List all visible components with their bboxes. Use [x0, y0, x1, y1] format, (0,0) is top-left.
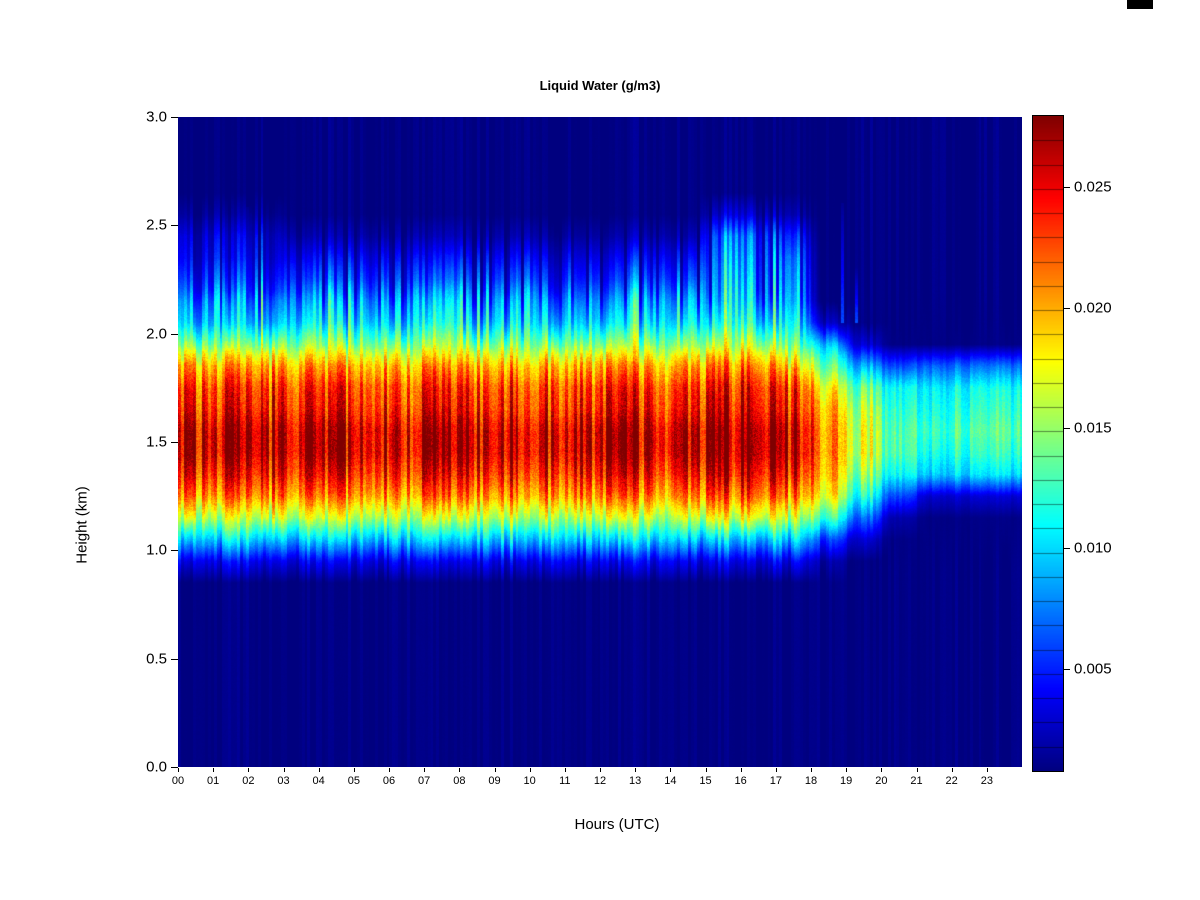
- x-tick-label: 04: [312, 775, 325, 787]
- x-axis-title: Hours (UTC): [574, 816, 660, 833]
- x-tick-label: 06: [382, 775, 396, 787]
- y-tick-mark: [171, 658, 178, 660]
- colorbar-tick-mark: [1064, 307, 1070, 309]
- x-tick-label: 16: [734, 775, 747, 787]
- corner-artifact: [1127, 0, 1153, 9]
- y-tick-label: 3.0: [146, 108, 167, 126]
- x-tick-mark: [459, 768, 461, 772]
- colorbar-tick-mark: [1064, 428, 1070, 430]
- x-tick-label: 18: [804, 775, 818, 787]
- colorbar-tick-label: 0.015: [1074, 419, 1112, 437]
- x-tick-mark: [705, 768, 707, 772]
- colorbar-tick-label: 0.010: [1074, 539, 1112, 557]
- x-tick-mark: [318, 768, 320, 772]
- x-tick-label: 22: [945, 775, 958, 787]
- colorbar-tick-label: 0.025: [1074, 178, 1112, 196]
- x-tick-label: 05: [347, 775, 360, 787]
- y-tick-label: 1.0: [146, 541, 167, 559]
- x-tick-label: 19: [840, 775, 853, 787]
- x-tick-label: 20: [875, 775, 888, 787]
- heatmap-canvas: [178, 117, 1022, 767]
- x-tick-label: 01: [207, 775, 220, 787]
- y-tick-label: 2.5: [146, 216, 167, 234]
- plot-title: Liquid Water (g/m3): [539, 78, 661, 93]
- x-tick-label: 10: [523, 775, 536, 787]
- x-tick-label: 17: [769, 775, 782, 787]
- colorbar-tick-mark: [1064, 187, 1070, 189]
- x-tick-mark: [916, 768, 918, 772]
- x-tick-mark: [353, 768, 355, 772]
- x-tick-mark: [951, 768, 953, 772]
- x-tick-mark: [178, 768, 179, 772]
- x-tick-label: 23: [980, 775, 993, 787]
- x-tick-label: 02: [242, 775, 255, 787]
- x-tick-mark: [424, 768, 426, 772]
- x-tick-label: 15: [699, 775, 712, 787]
- colorbar-tick-mark: [1064, 548, 1070, 550]
- y-tick-label: 1.5: [146, 433, 167, 451]
- x-tick-mark: [529, 768, 531, 772]
- x-tick-label: 21: [910, 775, 923, 787]
- y-tick-mark: [171, 117, 178, 118]
- y-tick-mark: [171, 442, 178, 443]
- x-tick-label: 08: [453, 775, 466, 787]
- x-tick-label: 14: [664, 775, 677, 787]
- colorbar: [1032, 115, 1064, 772]
- x-tick-label: 07: [418, 775, 431, 787]
- y-tick-mark: [171, 550, 178, 552]
- y-tick-mark: [171, 225, 178, 227]
- colorbar-tick-label: 0.005: [1074, 660, 1112, 678]
- x-tick-label: 12: [593, 775, 607, 787]
- x-tick-mark: [670, 768, 672, 772]
- colorbar-tick-mark: [1064, 668, 1070, 670]
- x-tick-mark: [740, 768, 742, 772]
- y-tick-label: 0.0: [146, 758, 167, 776]
- x-tick-mark: [986, 768, 988, 772]
- x-tick-mark: [494, 768, 496, 772]
- x-tick-label: 11: [559, 775, 571, 787]
- y-tick-label: 2.0: [146, 325, 167, 343]
- x-tick-mark: [213, 768, 215, 772]
- x-tick-mark: [846, 768, 848, 772]
- x-tick-mark: [881, 768, 883, 772]
- x-tick-mark: [811, 768, 812, 772]
- y-tick-mark: [171, 333, 178, 335]
- x-tick-label: 00: [171, 775, 185, 787]
- colorbar-tick-label: 0.020: [1074, 299, 1112, 317]
- x-tick-mark: [635, 768, 637, 772]
- x-tick-mark: [389, 768, 390, 772]
- y-tick-label: 0.5: [146, 650, 167, 668]
- x-tick-label: 13: [629, 775, 642, 787]
- x-tick-label: 09: [488, 775, 501, 787]
- x-tick-mark: [564, 768, 566, 772]
- y-tick-mark: [171, 767, 178, 768]
- y-axis-title: Height (km): [73, 486, 91, 564]
- x-tick-mark: [283, 768, 285, 772]
- x-tick-mark: [248, 768, 250, 772]
- x-tick-mark: [600, 768, 601, 772]
- x-tick-mark: [775, 768, 777, 772]
- x-tick-label: 03: [277, 775, 290, 787]
